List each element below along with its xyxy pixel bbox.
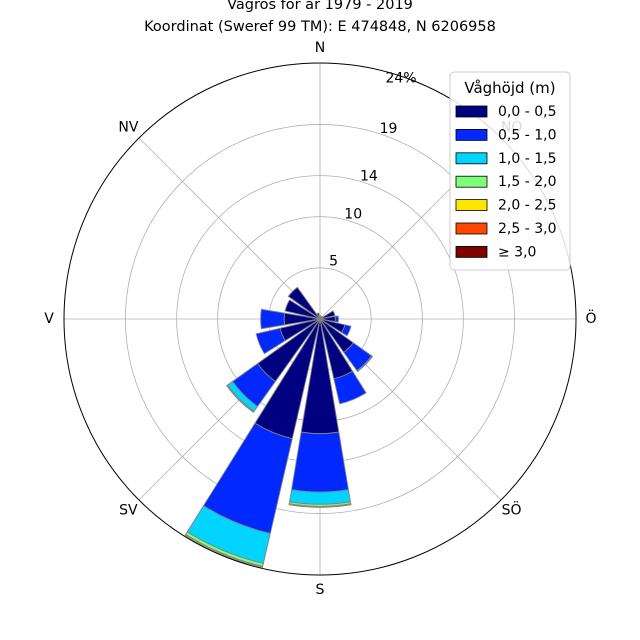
wedge-sv-bin-3 [226, 384, 255, 413]
radial-tick-label-2: 14 [360, 169, 378, 185]
compass-label-7: NV [118, 119, 138, 135]
wedge-s-bin-1 [291, 431, 349, 493]
radial-tick-label-1: 10 [344, 206, 362, 222]
radial-max-label: 24% [385, 71, 416, 87]
wedge-vnv-bin-0 [284, 299, 321, 320]
wedge-sö-bin-2 [356, 355, 374, 373]
wedge-ö-bin-1 [334, 315, 339, 323]
compass-label-3: SÖ [502, 501, 522, 519]
chart-subtitle: Koordinat (Sweref 99 TM): E 474848, N 62… [144, 19, 496, 35]
wedge-v-bin-1 [260, 308, 286, 330]
legend-swatch-2 [455, 152, 488, 165]
legend-label-5: 2,5 - 3,0 [498, 221, 556, 237]
wedge-nv-bin-0 [287, 286, 321, 320]
wedge-s-bin-4 [288, 503, 352, 508]
radial-tick-label-3: 19 [380, 121, 398, 137]
compass-label-0: N [315, 40, 325, 56]
wedge-ösö-bin-1 [341, 324, 352, 337]
legend-swatch-5 [455, 222, 488, 235]
legend-swatch-1 [455, 128, 488, 141]
radial-tick-label-0: 5 [329, 254, 338, 270]
wedge-ssö-bin-1 [333, 370, 367, 405]
legend-title: Våghöjd (m) [464, 79, 555, 97]
chart-title: Vågros för år 1979 - 2019 [227, 0, 413, 13]
wedge-önö-bin-0 [319, 310, 336, 320]
compass-label-6: V [44, 311, 54, 327]
legend-swatch-3 [455, 175, 488, 188]
legend-label-4: 2,0 - 2,5 [498, 198, 556, 214]
compass-label-5: SV [119, 503, 138, 519]
legend-swatch-0 [455, 105, 488, 118]
legend-label-6: ≥ 3,0 [498, 244, 536, 260]
legend-label-3: 1,5 - 2,0 [498, 174, 556, 190]
compass-label-2: Ö [585, 309, 596, 327]
compass-label-4: S [316, 582, 325, 598]
wedge-nnv-bin-0 [316, 312, 321, 320]
legend-swatch-6 [455, 245, 488, 258]
wedge-vsv-bin-1 [255, 327, 286, 355]
wedge-s-bin-2 [289, 489, 351, 505]
legend-swatch-4 [455, 199, 488, 212]
legend-box [449, 71, 571, 271]
legend-label-2: 1,0 - 1,5 [498, 151, 556, 167]
outer-ring [63, 62, 577, 576]
legend-label-0: 0,0 - 0,5 [498, 104, 556, 120]
wedge-ssv-bin-4 [184, 533, 264, 568]
legend-label-1: 0,5 - 1,0 [498, 127, 556, 143]
grid-spoke [138, 137, 321, 320]
